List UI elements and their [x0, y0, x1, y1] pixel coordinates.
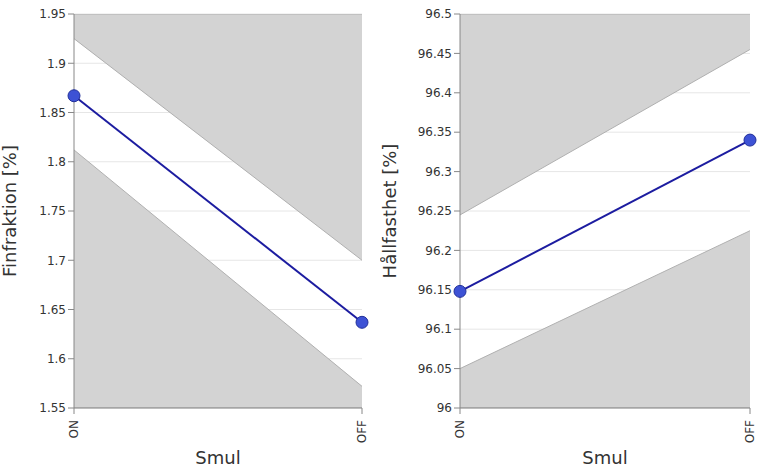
svg-text:ON: ON	[453, 420, 467, 438]
svg-text:96.3: 96.3	[425, 165, 452, 179]
svg-text:96.05: 96.05	[418, 362, 452, 376]
svg-text:Smul: Smul	[582, 447, 627, 468]
svg-text:1.55: 1.55	[39, 401, 66, 415]
svg-text:96.45: 96.45	[418, 47, 452, 61]
svg-text:1.7: 1.7	[47, 254, 66, 268]
svg-text:1.65: 1.65	[39, 303, 66, 317]
svg-text:96.2: 96.2	[425, 244, 452, 258]
svg-text:1.6: 1.6	[47, 352, 66, 366]
svg-text:1.95: 1.95	[39, 7, 66, 21]
svg-text:OFF: OFF	[355, 420, 369, 443]
svg-text:Smul: Smul	[195, 447, 240, 468]
svg-text:1.9: 1.9	[47, 57, 66, 71]
svg-text:1.85: 1.85	[39, 106, 66, 120]
svg-text:1.75: 1.75	[39, 204, 66, 218]
svg-text:96.35: 96.35	[418, 125, 452, 139]
svg-text:1.8: 1.8	[47, 155, 66, 169]
svg-text:96.5: 96.5	[425, 7, 452, 21]
svg-text:96.1: 96.1	[425, 322, 452, 336]
svg-text:96.25: 96.25	[418, 204, 452, 218]
svg-text:96.15: 96.15	[418, 283, 452, 297]
svg-text:Finfraktion [%]: Finfraktion [%]	[8, 145, 20, 277]
svg-text:Hållfasthet [%]: Hållfasthet [%]	[380, 144, 400, 279]
svg-text:96: 96	[437, 401, 452, 415]
svg-text:OFF: OFF	[743, 420, 757, 443]
svg-text:96.4: 96.4	[425, 86, 452, 100]
svg-text:ON: ON	[67, 420, 81, 438]
